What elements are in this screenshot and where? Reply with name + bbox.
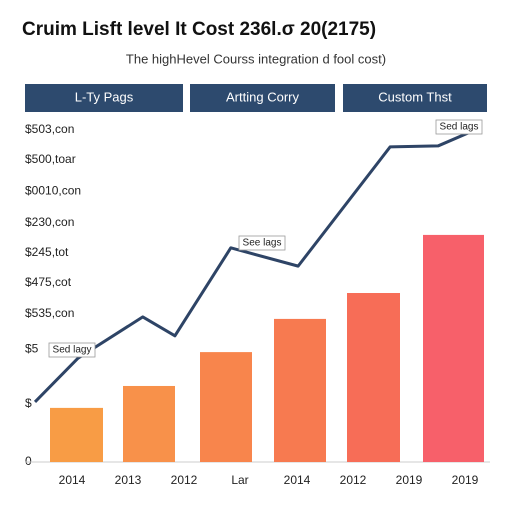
x-tick-label: 2012 [340, 473, 367, 487]
annotation-box [48, 342, 96, 358]
tab-label: Artting Corry [226, 89, 299, 104]
y-tick-label: $230,con [25, 215, 74, 229]
y-tick-label: $245,tot [25, 245, 69, 259]
y-tick-label: $503,con [25, 122, 74, 136]
annotation: Sed lags [440, 122, 479, 133]
y-tick-label: 0 [25, 454, 32, 468]
tab-label: Custom Thst [378, 89, 452, 104]
tab-label: L-Ty Pags [75, 89, 134, 104]
y-tick-label: $ [25, 396, 32, 410]
line [33, 128, 476, 403]
x-tick-label: 2012 [171, 473, 198, 487]
x-tick-label: 2014 [59, 473, 86, 487]
subtitle: The highHevel Courss integration d fool … [126, 51, 386, 66]
y-tick-label: $5 [25, 341, 39, 355]
x-tick-label: Lar [231, 473, 248, 487]
x-tick-label: 2014 [284, 473, 311, 487]
annotation: See lags [243, 238, 282, 249]
x-tick-label: 2013 [115, 473, 142, 487]
bar [200, 352, 252, 462]
y-tick-label: $475,cot [25, 275, 72, 289]
bar [50, 407, 103, 462]
tab [190, 84, 335, 112]
annotation-box [238, 235, 286, 251]
bar [423, 234, 484, 462]
bar [274, 318, 326, 462]
annotation: Sed lagy [53, 345, 92, 356]
y-tick-label: $0010,con [25, 183, 81, 197]
bar [347, 293, 400, 462]
tab [343, 84, 487, 112]
tab [25, 84, 183, 112]
y-tick-label: $500,toar [25, 152, 76, 166]
bar [123, 385, 175, 462]
x-tick-label: 2019 [396, 473, 423, 487]
y-tick-label: $535,con [25, 306, 74, 320]
x-tick-label: 2019 [452, 473, 479, 487]
annotation-box [435, 119, 483, 135]
chart-title: Cruim Lisft level It Cost 236l.σ 20(2175… [22, 19, 376, 40]
